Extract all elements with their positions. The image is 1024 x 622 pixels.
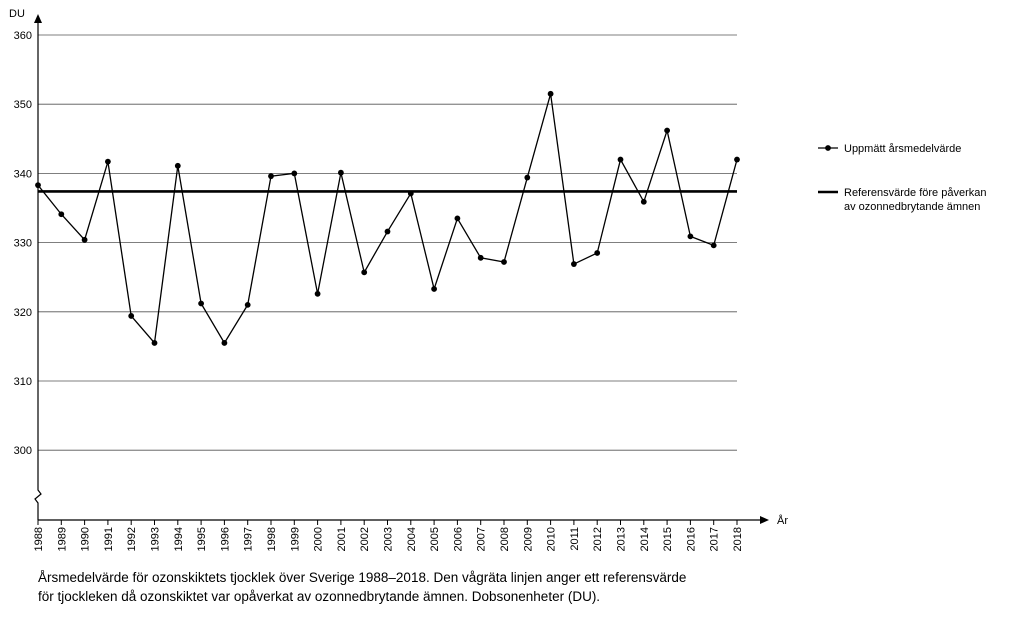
x-tick-label: 2007 xyxy=(476,527,488,551)
data-point-1998 xyxy=(268,173,274,180)
x-tick-label: 2012 xyxy=(592,527,604,551)
y-tick-label: 340 xyxy=(14,168,32,180)
data-point-2015 xyxy=(664,127,670,134)
data-point-1995 xyxy=(198,300,205,307)
x-tick-label: 1995 xyxy=(196,527,208,551)
data-point-2001 xyxy=(338,169,344,176)
y-tick-label: 310 xyxy=(14,376,32,388)
x-tick-label: 2000 xyxy=(313,527,325,551)
x-tick-label: 1992 xyxy=(126,527,138,551)
data-point-1992 xyxy=(128,313,135,319)
data-point-2003 xyxy=(384,228,391,235)
data-point-2007 xyxy=(477,254,484,261)
x-tick-label: 2013 xyxy=(616,527,628,551)
data-point-1988 xyxy=(35,182,41,189)
data-point-2013 xyxy=(617,156,624,163)
series-line xyxy=(37,93,738,345)
x-tick-labels: 1988 1989 1990 1991 1992 1993 1994 1995 1996 1997… xyxy=(33,527,744,551)
data-point-2004 xyxy=(407,190,414,197)
data-point-2009 xyxy=(524,174,531,181)
x-tick-label: 1996 xyxy=(219,527,231,551)
data-point-2005 xyxy=(431,286,437,292)
caption-line-1: Årsmedelvärde för ozonskiktets tjocklek … xyxy=(38,570,687,585)
x-tick-label: 2005 xyxy=(429,527,441,551)
y-tick-label: 330 xyxy=(14,238,32,250)
x-tick-label: 1999 xyxy=(289,527,301,551)
data-point-2000 xyxy=(314,290,321,297)
data-point-2014 xyxy=(640,198,647,205)
y-tick-label: 320 xyxy=(14,307,32,319)
x-tick-label: 1991 xyxy=(103,527,115,551)
axes xyxy=(34,14,769,525)
data-point-1996 xyxy=(221,340,228,346)
legend-label-reference-2: av ozonnedbrytande ämnen xyxy=(844,201,980,213)
data-point-2017 xyxy=(710,242,717,249)
x-tick-label: 2001 xyxy=(336,527,348,551)
data-point-1993 xyxy=(151,340,158,346)
x-tick-label: 2003 xyxy=(383,527,395,551)
y-tick-label: 350 xyxy=(14,99,32,111)
x-tick-label: 2002 xyxy=(359,527,371,551)
y-axis-line xyxy=(34,22,42,520)
data-point-1990 xyxy=(81,236,88,243)
x-tick-label: 1993 xyxy=(150,527,162,551)
data-point-1989 xyxy=(58,211,65,218)
y-tick-label: 300 xyxy=(14,445,32,457)
x-tick-label: 2015 xyxy=(662,527,674,551)
data-point-1991 xyxy=(105,158,111,165)
x-tick-label: 2008 xyxy=(499,527,511,551)
legend: Uppmätt årsmedelvärde Referensvärde före … xyxy=(818,143,986,213)
x-tick-label: 2014 xyxy=(639,527,651,551)
data-point-1997 xyxy=(244,301,251,308)
y-tick-label: 360 xyxy=(14,30,32,42)
x-tick-label: 1989 xyxy=(56,527,68,551)
x-tick-label: 1990 xyxy=(80,527,92,551)
x-axis-label: År xyxy=(777,514,788,527)
x-tick-label: 2009 xyxy=(522,527,534,551)
x-tick-label: 2016 xyxy=(685,527,697,551)
legend-marker-measured xyxy=(825,145,831,151)
x-tick-label: 1998 xyxy=(266,527,278,551)
data-point-1999 xyxy=(291,170,298,177)
x-tick-label: 1994 xyxy=(173,527,185,551)
figure-caption: Årsmedelvärde för ozonskiktets tjocklek … xyxy=(38,568,798,606)
x-tick-label: 2017 xyxy=(709,527,721,551)
x-tick-label: 2004 xyxy=(406,527,418,551)
data-point-2018 xyxy=(734,156,740,163)
x-tick-label: 2010 xyxy=(546,527,558,551)
data-point-2012 xyxy=(594,250,601,256)
y-axis-label: DU xyxy=(9,8,25,20)
data-point-2008 xyxy=(501,259,507,265)
data-point-2010 xyxy=(547,90,554,97)
x-tick-label: 2006 xyxy=(452,527,464,551)
data-point-2016 xyxy=(687,233,694,240)
gridlines xyxy=(38,34,737,451)
caption-line-2: för tjockleken då ozonskiktet var opåver… xyxy=(38,589,601,604)
x-axis-arrow xyxy=(760,516,769,524)
data-point-2011 xyxy=(571,261,577,267)
data-point-1994 xyxy=(174,162,181,169)
x-tick-label: 2011 xyxy=(569,527,581,551)
data-point-2006 xyxy=(454,215,461,222)
x-tick-label: 1997 xyxy=(243,527,255,551)
legend-label-reference-1: Referensvärde före påverkan xyxy=(844,187,986,199)
x-tick-label: 1988 xyxy=(33,527,45,551)
data-point-2002 xyxy=(361,269,368,276)
y-axis-arrow xyxy=(34,14,42,23)
legend-label-measured: Uppmätt årsmedelvärde xyxy=(844,143,961,155)
y-tick-labels: 300 310 320 330 340 350 360 xyxy=(14,30,32,457)
x-tick-label: 2018 xyxy=(732,527,744,551)
measured-series xyxy=(35,90,740,346)
